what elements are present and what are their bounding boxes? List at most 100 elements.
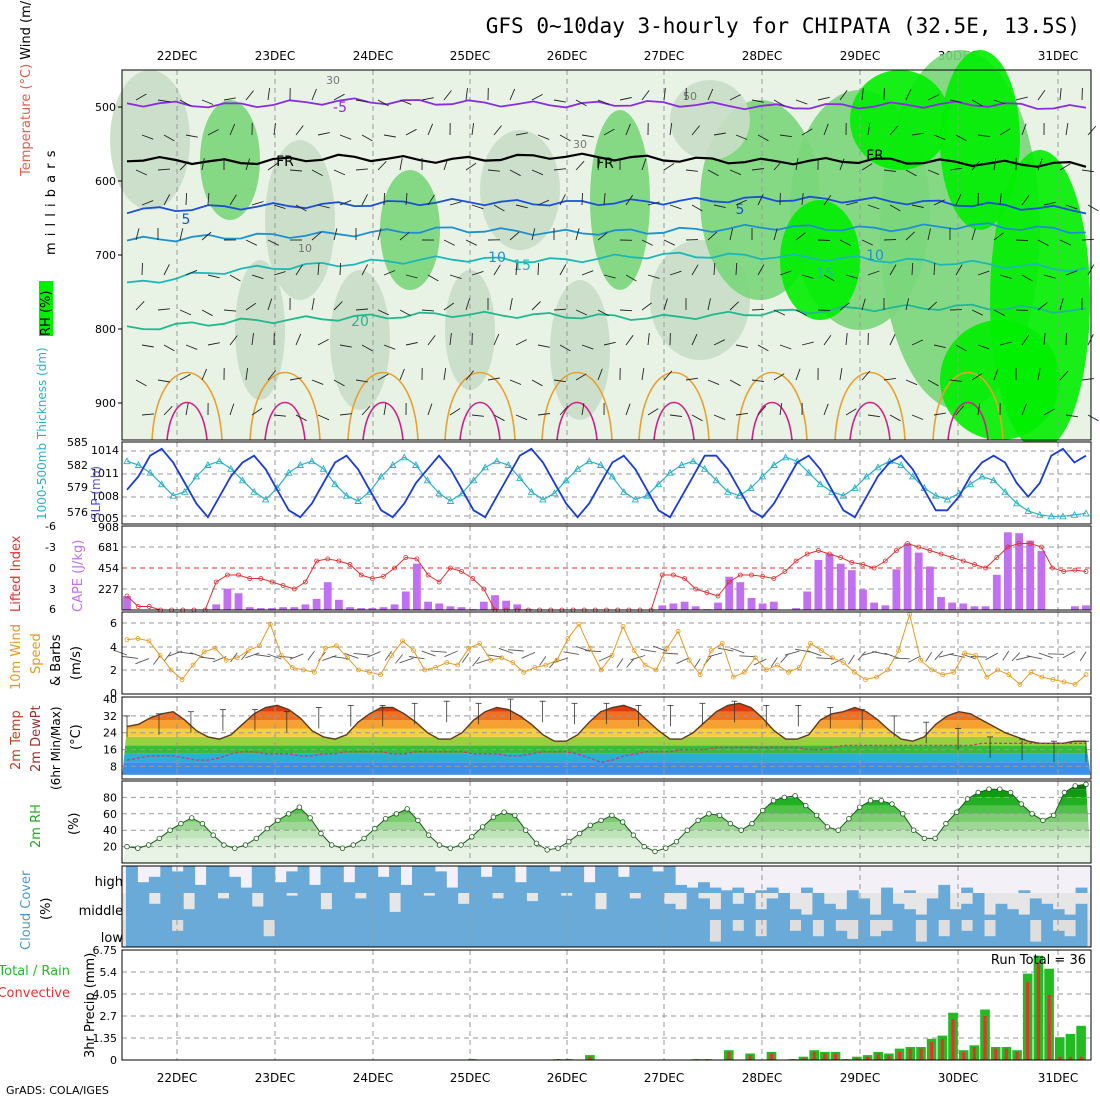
thickness-point <box>689 457 697 465</box>
wind-barb <box>1021 274 1033 282</box>
wind-barb <box>581 192 583 206</box>
wind-barb <box>509 379 522 385</box>
lifted-point <box>827 551 832 557</box>
wind-speed-point <box>543 662 549 668</box>
wind-barb <box>1037 302 1048 311</box>
wind-barb <box>295 204 307 212</box>
wind10m-barb <box>1011 652 1021 662</box>
top-date-label: 25DEC <box>450 49 490 63</box>
wind-barb <box>493 264 501 276</box>
cape-bar <box>335 599 343 610</box>
cape-bar <box>803 591 812 610</box>
run-total-label: Run Total = 36 <box>991 953 1086 968</box>
precip-tick-label: 1.35 <box>93 1032 118 1045</box>
contour-label: 30 <box>326 74 340 87</box>
bottom-date-label: 31DEC <box>1038 1071 1078 1085</box>
wind-barb <box>1065 204 1078 210</box>
wind-barb <box>553 308 567 311</box>
wind-barb <box>1059 298 1064 311</box>
cloud-cell <box>377 876 390 893</box>
cloud-cell <box>549 893 562 920</box>
wind-barb <box>795 309 807 316</box>
wind-barb <box>207 342 220 346</box>
precip-total-bar <box>798 1056 809 1060</box>
wind-barb <box>625 335 634 346</box>
rh2m-point <box>803 802 809 809</box>
rh-shade-16 <box>550 280 610 420</box>
rh2m-point <box>781 794 787 801</box>
cloud-cell <box>526 901 539 920</box>
cloud-cell <box>801 887 813 893</box>
wind-barb <box>163 264 170 276</box>
cloud-cell <box>698 920 710 947</box>
cloud-cell <box>503 920 516 947</box>
wind-barb <box>999 128 1011 136</box>
wind-barb <box>867 270 880 276</box>
wind-barb <box>157 308 170 311</box>
wind-barb <box>867 123 871 136</box>
cloud-cell <box>171 871 184 893</box>
cloud-cell <box>995 920 1008 947</box>
cloud-cell <box>274 893 287 920</box>
precip-conv-bar <box>866 1056 870 1060</box>
thickness-point <box>527 487 536 495</box>
lifted-point <box>291 586 297 592</box>
wind-barb <box>405 274 418 279</box>
wind-speed-point <box>830 655 835 661</box>
bottom-date-label: 29DEC <box>840 1071 880 1085</box>
thickness-point <box>758 472 767 480</box>
wind-barb <box>229 123 236 136</box>
lifted-point <box>414 556 420 562</box>
cloud-cell <box>389 911 401 920</box>
cloud-cell <box>457 866 470 893</box>
thickness-tick-label: 576 <box>67 506 88 519</box>
wind-barb <box>999 274 1012 279</box>
thickness-tick-label: 585 <box>67 436 88 449</box>
cloud-cell <box>1064 936 1076 947</box>
cloud-cell <box>446 893 459 920</box>
precip-tick-label: 6.75 <box>93 944 118 957</box>
cape-bar <box>836 563 845 610</box>
cloud-cell <box>377 920 390 947</box>
wind-bg <box>122 612 1091 694</box>
wind-speed-point <box>598 667 604 673</box>
cloud-cell <box>274 920 287 947</box>
cloud-cell <box>755 909 768 920</box>
precip-conv-bar <box>1015 1051 1019 1060</box>
wind-speed-point <box>267 621 273 627</box>
lifted-point <box>1016 541 1022 546</box>
rh2m-point <box>576 830 583 837</box>
rh-shade-12 <box>940 50 1020 230</box>
cloud-cell <box>1052 909 1065 920</box>
thickness-point <box>204 461 212 468</box>
wind-barb <box>817 239 831 241</box>
top-date-label: 24DEC <box>353 49 393 63</box>
wind-barb <box>245 302 257 311</box>
cloud-cell <box>812 893 825 920</box>
wind-barb <box>1059 239 1072 246</box>
cloud-cell <box>823 920 836 947</box>
wind-barb <box>779 403 783 416</box>
wind-barb <box>295 333 302 346</box>
thickness-point <box>839 491 848 499</box>
rh2m-point <box>684 827 690 833</box>
cloud-cell <box>572 866 585 893</box>
rh2m-tick-label: 60 <box>103 808 117 821</box>
thickness-point <box>747 484 755 491</box>
rh2m-point <box>533 840 540 846</box>
wind-barb <box>427 274 439 282</box>
wind-barb <box>1015 239 1029 242</box>
wind-barb <box>317 204 330 209</box>
wind-speed-point <box>554 657 560 663</box>
cape-bar <box>903 543 912 610</box>
thickness-point <box>631 495 640 503</box>
wind-tick-label: 4 <box>110 641 117 654</box>
wind-speed-point <box>411 648 417 653</box>
cape-bar <box>1037 550 1046 610</box>
wind-barb <box>201 368 208 381</box>
rh2m-point <box>1061 789 1068 796</box>
cape-bar <box>959 603 968 610</box>
cloud-cell <box>286 920 299 947</box>
rh2m-point <box>566 839 572 845</box>
wind-barb <box>333 93 345 101</box>
